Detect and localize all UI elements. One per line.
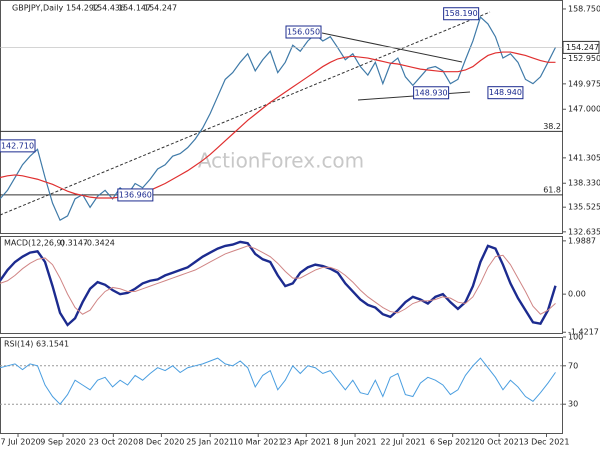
annotation-label: 148.930 <box>415 88 448 97</box>
reading: 63.1541 <box>36 340 69 349</box>
series-line <box>0 245 556 315</box>
rsi-panel <box>0 337 563 434</box>
y-tick-label: 141.305 <box>568 153 600 162</box>
annotation-label: 136.960 <box>119 190 152 199</box>
series-line <box>0 51 556 199</box>
indicator-title: MACD(12,26,9) <box>4 239 65 248</box>
annotation-box <box>443 7 480 21</box>
y-tick-label: 158.750 <box>568 4 600 13</box>
y-tick-label: 100 <box>568 333 583 342</box>
annotation-label: 148.940 <box>489 88 522 97</box>
price-panel <box>0 0 563 234</box>
annotation-label: 142.710 <box>1 141 34 150</box>
annotation-box <box>285 25 322 39</box>
reading: 0.3147 <box>60 239 88 248</box>
y-tick-label: 70 <box>568 361 578 370</box>
series-line <box>0 15 557 222</box>
header: GBPJPY,Daily 154.292 154.436 154.147 154… <box>4 4 177 349</box>
x-tick-label: 8 Dec 2020 <box>138 438 184 447</box>
annotation-box <box>0 139 36 153</box>
x-tick-label: 8 Jun 2021 <box>334 438 377 447</box>
annotation-box <box>487 86 524 100</box>
y-tick-label: 0.00 <box>568 290 586 299</box>
annotation-label: 158.190 <box>445 9 478 18</box>
watermark: ActionForex.com <box>198 149 364 173</box>
series-line <box>0 240 557 327</box>
x-tick-label: 22 Jul 2021 <box>380 438 425 447</box>
y-tick-label: 132.635 <box>568 227 600 236</box>
reading: -0.3424 <box>84 239 115 248</box>
price-box <box>562 40 600 54</box>
x-tick-label: 9 Sep 2020 <box>40 438 86 447</box>
annotation-box <box>413 86 450 100</box>
y-tick-label: 147.000 <box>568 105 600 114</box>
x-tick-label: 20 Oct 2021 <box>474 438 523 447</box>
ohlc: 154.292 <box>66 4 99 13</box>
y-tick-label: 135.525 <box>568 203 600 212</box>
indicator-title: RSI(14) <box>4 340 33 349</box>
x-tick-label: 27 Jul 2020 <box>0 438 41 447</box>
y-tick-label: 138.330 <box>568 179 600 188</box>
fib-label: 38.2 <box>543 122 561 131</box>
x-tick-label: 25 Jan 2021 <box>186 438 234 447</box>
ohlc: 154.436 <box>92 4 125 13</box>
x-tick-label: 23 Oct 2020 <box>89 438 138 447</box>
x-tick-label: 6 Sep 2021 <box>430 438 476 447</box>
trend-line <box>0 11 491 216</box>
ohlc: 154.147 <box>118 4 151 13</box>
annotation-label: 156.050 <box>287 28 320 37</box>
ohlc: 154.247 <box>144 4 177 13</box>
symbol: GBPJPY,Daily <box>12 4 63 13</box>
annotation-box <box>117 188 154 202</box>
y-tick-label: 30 <box>568 400 578 409</box>
fib-label: 61.8 <box>543 185 561 194</box>
macd-panel <box>0 236 563 334</box>
price-label: 154.247 <box>566 43 599 52</box>
x-tick-label: 10 Mar 2021 <box>233 438 284 447</box>
y-tick-label: -1.4217 <box>568 328 599 337</box>
series-line <box>0 357 556 405</box>
y-tick-label: 149.975 <box>568 79 600 88</box>
y-tick-label: 152.950 <box>568 54 600 63</box>
y-tick-label: 1.9887 <box>568 236 596 245</box>
x-tick-label: 3 Dec 2021 <box>523 438 569 447</box>
x-tick-label: 23 Apr 2021 <box>282 438 331 447</box>
